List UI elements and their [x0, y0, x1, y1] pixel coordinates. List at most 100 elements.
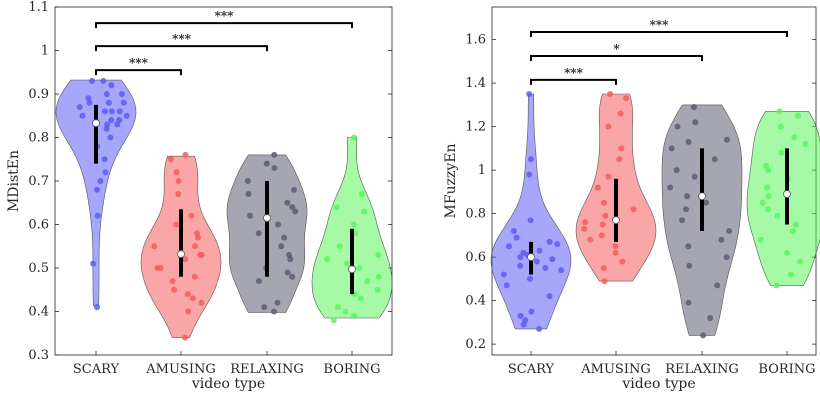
data-point	[90, 260, 97, 267]
data-point	[607, 91, 614, 97]
data-point	[600, 199, 607, 206]
data-point	[542, 265, 549, 271]
data-point	[185, 308, 192, 315]
data-point	[151, 243, 158, 250]
data-point	[773, 282, 780, 289]
data-point	[528, 156, 534, 163]
data-point	[533, 258, 540, 265]
data-point	[284, 199, 291, 206]
data-point	[517, 262, 524, 269]
data-point	[797, 258, 804, 265]
data-point	[108, 117, 115, 124]
data-point	[374, 286, 381, 293]
data-point	[616, 156, 623, 163]
data-point	[344, 260, 350, 267]
data-point	[281, 234, 288, 241]
data-point	[686, 262, 693, 269]
data-point	[287, 256, 294, 263]
data-point	[330, 317, 337, 324]
data-point	[673, 167, 680, 174]
data-point	[198, 299, 205, 306]
y-tick-label: 0.6	[28, 218, 49, 233]
data-point	[685, 299, 692, 306]
data-point	[599, 221, 606, 228]
data-point	[247, 212, 254, 219]
data-point	[116, 108, 123, 115]
y-tick-label: 1	[478, 163, 486, 178]
significance-bracket	[530, 78, 617, 85]
data-point	[802, 141, 809, 147]
data-point	[617, 110, 624, 117]
data-point	[120, 99, 127, 106]
median-marker	[177, 250, 185, 258]
data-point	[558, 267, 565, 274]
data-point	[333, 204, 340, 211]
data-point	[520, 321, 527, 328]
data-point	[108, 108, 115, 115]
data-point	[198, 251, 205, 258]
data-point	[795, 112, 801, 119]
data-point	[351, 312, 358, 319]
data-point	[792, 221, 799, 228]
violin-scary	[490, 93, 572, 330]
data-point	[175, 191, 182, 197]
y-tick-label: 0.7	[28, 174, 49, 189]
y-tick-label: 1	[41, 44, 49, 59]
data-point	[255, 278, 262, 285]
median-marker	[92, 119, 100, 128]
data-point	[351, 134, 357, 141]
significance-label: *	[613, 42, 620, 56]
data-point	[191, 273, 198, 280]
data-point	[171, 286, 178, 293]
data-point	[261, 304, 268, 311]
data-point	[605, 173, 612, 180]
data-point	[101, 156, 108, 163]
data-point	[700, 332, 707, 339]
data-point	[271, 308, 277, 315]
data-point	[94, 212, 101, 219]
data-point	[358, 191, 365, 197]
data-point	[271, 165, 278, 171]
data-point	[536, 247, 543, 254]
data-point	[79, 112, 86, 119]
chart-panel-1: 0.3 0.4 0.5 0.6 0.7 0.8 0.9 1 1.1 MDistEn video ty…	[6, 0, 393, 392]
data-point	[350, 221, 357, 228]
data-point	[581, 225, 588, 232]
data-point	[600, 265, 607, 271]
data-point	[723, 254, 730, 261]
data-point	[714, 282, 721, 289]
data-point	[289, 273, 296, 280]
data-point	[324, 256, 331, 263]
y-axis-label: MFuzzyEn	[443, 144, 459, 219]
data-point	[271, 151, 278, 158]
data-point	[594, 184, 601, 191]
significance-bracket	[95, 69, 182, 76]
data-point	[108, 82, 115, 89]
data-point	[668, 145, 675, 152]
data-point	[517, 312, 524, 319]
significance-label: ***	[564, 66, 584, 80]
data-point	[554, 241, 561, 248]
significance-label: ***	[650, 18, 670, 32]
data-point	[546, 238, 553, 245]
data-point	[667, 184, 674, 191]
data-point	[602, 212, 609, 219]
data-point	[723, 136, 730, 143]
data-point	[774, 212, 781, 219]
data-point	[692, 119, 699, 126]
data-point	[789, 228, 796, 234]
y-tick-label: 0.6	[465, 250, 486, 265]
data-point	[103, 125, 110, 132]
data-point	[711, 156, 718, 163]
y-tick-label: 0.8	[465, 207, 486, 222]
data-point	[765, 193, 772, 200]
data-point	[685, 138, 692, 145]
data-point	[526, 91, 533, 97]
data-point	[167, 156, 174, 163]
x-tick-label: AMUSING	[580, 362, 650, 377]
data-point	[89, 77, 96, 84]
median-marker	[612, 216, 620, 225]
data-point	[764, 206, 771, 213]
data-point	[154, 265, 161, 271]
data-point	[623, 95, 630, 102]
